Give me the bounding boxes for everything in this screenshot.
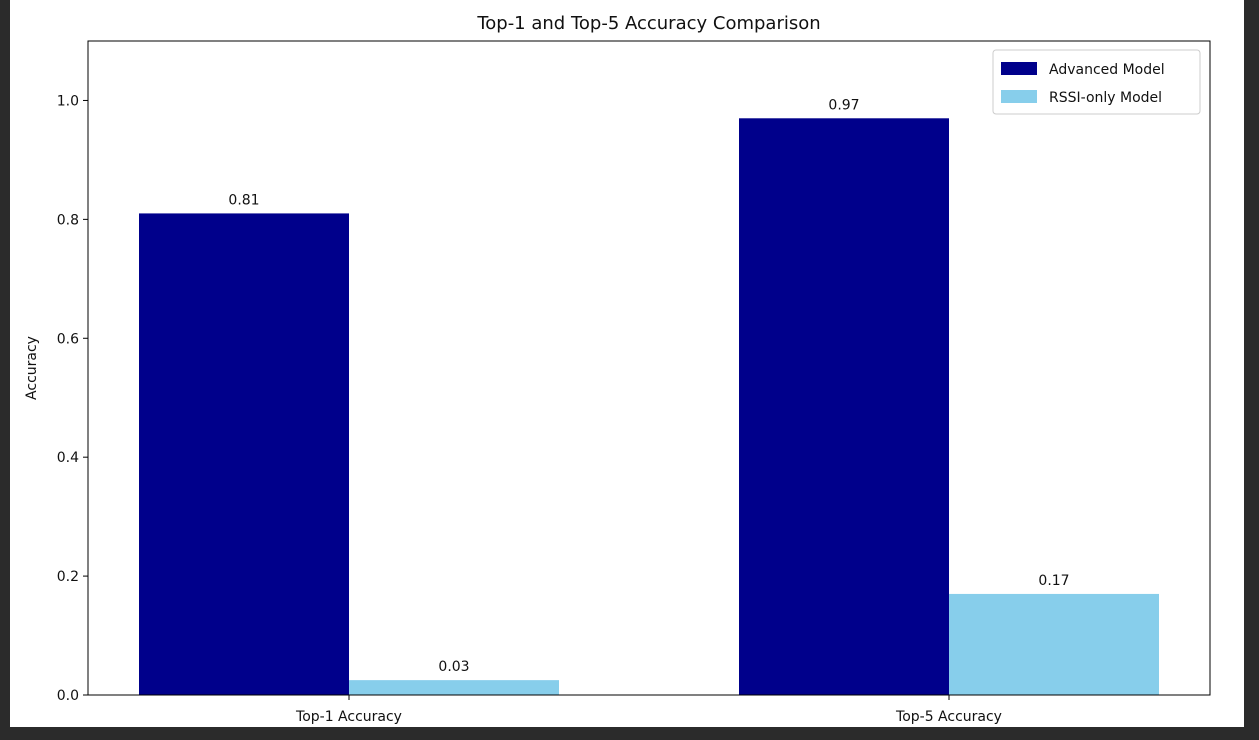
x-tick-label: Top-5 Accuracy <box>895 709 1002 725</box>
y-tick-label: 0.0 <box>57 688 79 704</box>
legend-entry-label: Advanced Model <box>1049 62 1165 78</box>
bar-rssi-only-model-1 <box>949 593 1159 695</box>
y-tick-label: 0.2 <box>57 569 79 585</box>
value-labels-group: 0.81 0.97 0.03 0.17 <box>228 97 1069 675</box>
y-tick-label: 0.8 <box>57 212 79 228</box>
bar-value-label: 0.81 <box>228 192 259 208</box>
y-tick-label: 1.0 <box>57 93 79 109</box>
bar-value-label: 0.17 <box>1038 573 1069 589</box>
bar-advanced-model-0 <box>139 213 349 695</box>
legend-swatch <box>1001 90 1037 103</box>
legend-swatch <box>1001 62 1037 75</box>
bar-rssi-only-model-0 <box>349 680 559 695</box>
y-axis-ticks: 0.0 0.2 0.4 0.6 0.8 1.0 <box>57 93 88 704</box>
plot-frame <box>87 40 1211 696</box>
bar-value-label: 0.97 <box>828 97 859 113</box>
chart-title: Top-1 and Top-5 Accuracy Comparison <box>476 13 820 34</box>
bar-advanced-model-1 <box>739 118 949 696</box>
y-axis-label: Accuracy <box>24 336 40 400</box>
x-axis-ticks: Top-1 Accuracy Top-5 Accuracy <box>295 695 1002 725</box>
chart-figure: Top-1 and Top-5 Accuracy Comparison Accu… <box>10 0 1244 727</box>
y-tick-label: 0.4 <box>57 450 79 466</box>
legend-box <box>992 49 1201 115</box>
x-tick-label: Top-1 Accuracy <box>295 709 402 725</box>
bar-value-label: 0.03 <box>438 659 469 675</box>
legend-entry-label: RSSI-only Model <box>1049 90 1162 106</box>
bar-chart: Top-1 and Top-5 Accuracy Comparison Accu… <box>24 13 1211 725</box>
bars-group <box>139 118 1159 696</box>
y-tick-label: 0.6 <box>57 331 79 347</box>
legend: Advanced Model RSSI-only Model <box>992 49 1201 115</box>
